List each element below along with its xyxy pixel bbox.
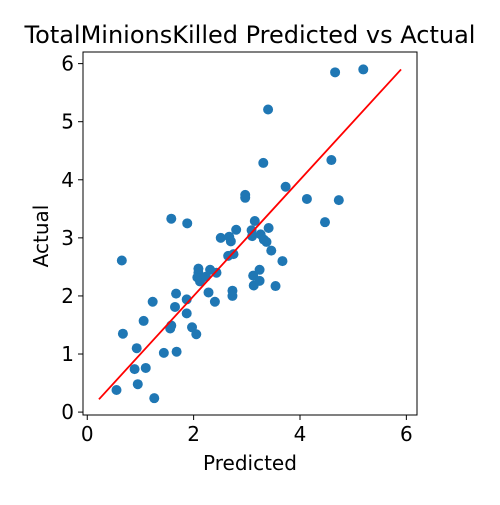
x-tick-label: 2 (187, 422, 200, 446)
x-axis-label: Predicted (203, 451, 297, 475)
data-point (182, 218, 193, 229)
data-point (129, 364, 140, 375)
y-tick-label: 5 (61, 110, 74, 134)
reference-line (98, 68, 402, 400)
data-point (333, 195, 344, 206)
data-point (254, 264, 265, 275)
data-point (319, 217, 330, 228)
y-tick-label: 4 (61, 168, 74, 192)
data-point (225, 236, 236, 247)
data-point (147, 296, 158, 307)
y-tick-label: 2 (61, 284, 74, 308)
y-tick-label: 0 (61, 400, 74, 424)
data-point (171, 346, 182, 357)
data-point (263, 222, 274, 233)
data-point (203, 287, 214, 298)
x-tick-label: 6 (400, 422, 413, 446)
plot-frame (82, 51, 418, 416)
y-axis-label: Actual (29, 205, 53, 268)
data-point (215, 232, 226, 243)
data-point (181, 308, 192, 319)
points-layer (111, 64, 369, 404)
data-point (166, 213, 177, 224)
data-point (249, 216, 260, 227)
data-point (158, 347, 169, 358)
data-point (254, 275, 265, 286)
y-tick-label: 6 (61, 52, 74, 76)
x-tick-label: 4 (294, 422, 307, 446)
data-point (240, 189, 251, 200)
data-point (261, 236, 272, 247)
data-point (138, 315, 149, 326)
data-point (330, 67, 341, 78)
data-point (117, 328, 128, 339)
data-point (270, 281, 281, 292)
data-point (227, 290, 238, 301)
axes-layer: 0 2 4 6 0 1 2 3 4 5 6 (61, 51, 418, 446)
reference-line-layer (98, 68, 402, 400)
data-point (111, 385, 122, 396)
data-point (228, 249, 239, 260)
y-tick-label: 3 (61, 226, 74, 250)
data-point (149, 393, 160, 404)
data-point (280, 181, 291, 192)
data-point (358, 64, 369, 75)
x-tick-label: 0 (81, 422, 94, 446)
data-point (193, 263, 204, 274)
data-point (166, 320, 177, 331)
data-point (326, 155, 337, 166)
data-point (132, 379, 143, 390)
data-point (231, 224, 242, 235)
data-point (277, 256, 288, 267)
data-point (116, 255, 127, 266)
data-point (209, 296, 220, 307)
chart-title: TotalMinionsKilled Predicted vs Actual (24, 21, 476, 49)
data-point (131, 343, 142, 354)
data-point (301, 193, 312, 204)
data-point (258, 157, 269, 168)
data-point (171, 288, 182, 299)
data-point (211, 267, 222, 278)
data-point (191, 329, 202, 340)
data-point (170, 301, 181, 312)
y-tick-label: 1 (61, 342, 74, 366)
data-point (140, 362, 151, 373)
data-point (266, 245, 277, 256)
data-point (263, 104, 274, 115)
